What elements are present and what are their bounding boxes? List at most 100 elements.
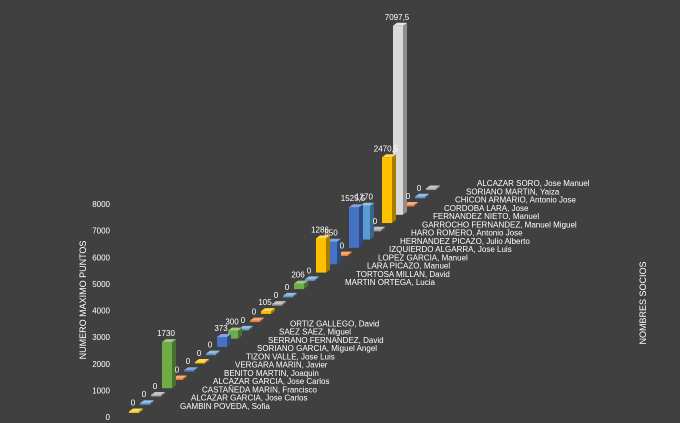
bar-top (272, 301, 286, 305)
value-label: 0 (241, 316, 246, 325)
bar-side (425, 193, 429, 199)
category-label: ALCAZAR SORO, Jose Manuel (477, 179, 590, 188)
bar-side (249, 325, 253, 331)
bar-side (414, 202, 418, 207)
bar (261, 308, 275, 314)
bar-top (327, 238, 341, 242)
bar-top (382, 154, 396, 158)
category-label: TORTOSA MILLAN, David (356, 270, 450, 279)
value-label: 0 (131, 399, 136, 408)
bar-front (283, 295, 293, 298)
bar-side (359, 204, 363, 248)
bars (129, 22, 440, 413)
bar (239, 325, 253, 331)
bar-side (326, 235, 330, 273)
value-label: 206 (291, 271, 305, 280)
bar-top (316, 235, 330, 239)
bar-front (162, 342, 172, 389)
bar-front (272, 304, 282, 306)
bar-front (305, 279, 315, 281)
bar-top (283, 292, 297, 296)
bar (272, 301, 286, 306)
bar-front (415, 196, 425, 199)
bar-side (436, 185, 440, 190)
bar-front (261, 311, 271, 314)
category-label: LARA PICAZO, Manuel (367, 262, 450, 271)
bar (162, 339, 176, 389)
category-label: GAMBIN POVEDA, Sofia (180, 402, 270, 411)
bar-top (371, 226, 385, 230)
bar-side (282, 301, 286, 306)
category-label: IZQUIERDO ALGARRA, Jose Luis (389, 245, 512, 254)
bar-front (371, 229, 381, 232)
category-label: HARO ROMERO, Antonio Jose (411, 229, 523, 238)
y-tick-label: 2000 (92, 360, 110, 369)
y-axis: 0 1000 2000 3000 4000 5000 6000 7000 8000 (92, 200, 110, 422)
value-label: 0 (186, 357, 191, 366)
bar-front (382, 157, 392, 224)
y-tick-label: 0 (106, 413, 111, 422)
bar-front (426, 188, 436, 190)
category-label: MARTIN ORTEGA, Lucia (345, 278, 436, 287)
bar (327, 238, 341, 265)
value-label: 0 (417, 184, 422, 193)
category-label: CASTAÑEDA MARIN, Francisco (202, 385, 318, 394)
bar-side (304, 280, 308, 290)
value-label: 0 (285, 283, 290, 292)
bar (228, 327, 242, 339)
value-label: 1270 (355, 193, 373, 202)
bar-top (129, 408, 143, 412)
y-tick-label: 7000 (92, 227, 110, 236)
bar-side (205, 358, 209, 364)
bar-side (392, 154, 396, 224)
bar-side (238, 327, 242, 339)
bar-top (239, 325, 253, 329)
bar (360, 202, 374, 240)
bar (195, 358, 209, 364)
category-label: SORIANO GARCIA, Miguel Angel (257, 344, 377, 353)
bar-side (227, 333, 231, 347)
category-label: LOPEZ GARCIA, Manuel (378, 253, 468, 262)
value-label: 0 (252, 308, 257, 317)
bar-side (139, 408, 143, 413)
value-label: 0 (197, 349, 202, 358)
bar-front (239, 328, 249, 331)
bar (140, 400, 154, 405)
bar-side (403, 22, 407, 215)
value-label: 850 (324, 229, 338, 238)
category-label: ORTIZ GALLEGO, David (290, 319, 379, 328)
value-label: 0 (208, 341, 213, 350)
bar (217, 333, 231, 347)
bar-front (294, 283, 304, 290)
value-label: 0 (175, 365, 180, 374)
value-labels: 007097,52470,5012701525,5085012860206001… (131, 13, 422, 408)
bar (426, 185, 440, 190)
bar (382, 154, 396, 224)
bar (173, 375, 187, 380)
value-label: 1730 (157, 329, 175, 338)
bar (129, 408, 143, 413)
value-label: 0 (406, 192, 411, 201)
bar-top (349, 204, 363, 208)
bar-side (315, 276, 319, 281)
category-label: ALCAZAR GARCIA, Jose Carlos (213, 377, 329, 386)
bar-side (260, 317, 264, 323)
bar-top (140, 400, 154, 404)
category-label: ALCAZAR GARCIA, Jose Carlos (191, 394, 307, 403)
value-label: 373 (214, 324, 228, 333)
y-tick-label: 3000 (92, 333, 110, 342)
bar-top (305, 276, 319, 280)
bar-side (293, 292, 297, 298)
bar-front (360, 205, 370, 240)
bar-side (381, 226, 385, 232)
bar (393, 22, 407, 215)
bar (206, 350, 220, 356)
bar-top (206, 350, 220, 354)
bar (294, 280, 308, 290)
category-label: BENITO MARTIN, Joaquin (224, 369, 319, 378)
bar (371, 226, 385, 232)
value-label: 0 (340, 242, 345, 251)
value-label: 1286 (311, 225, 329, 234)
